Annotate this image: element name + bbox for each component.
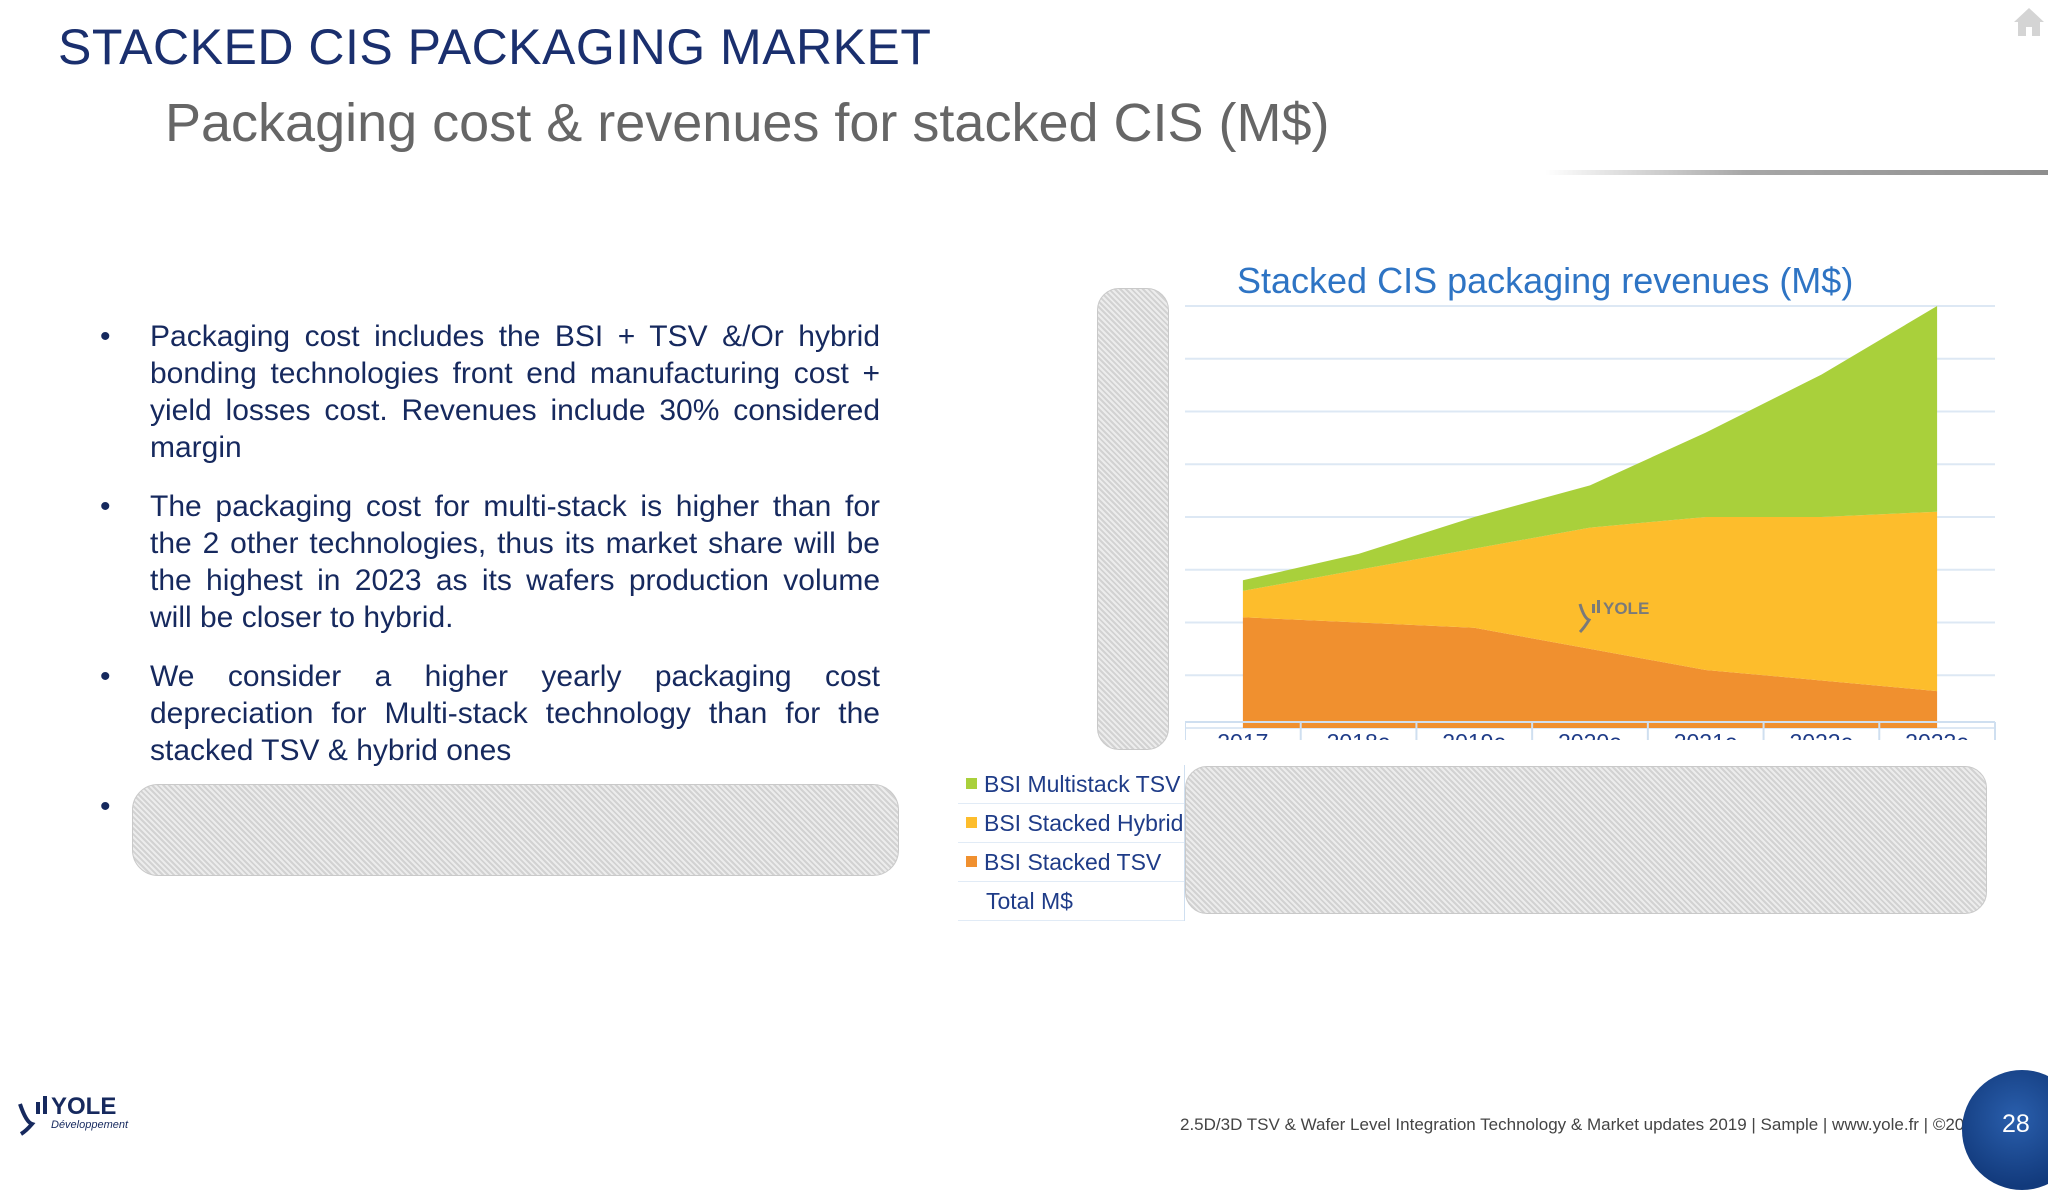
slide-subtitle: Packaging cost & revenues for stacked CI…	[165, 93, 1330, 153]
category-tick-label: 2023e	[1905, 729, 1969, 740]
category-tick-label: 2022e	[1789, 729, 1853, 740]
yole-logo: YOLE Développement	[18, 1093, 129, 1136]
category-tick-label: 2017	[1217, 729, 1268, 740]
chart-areas	[1242, 306, 1938, 728]
redacted-text-block	[132, 784, 899, 876]
legend-swatch	[966, 856, 977, 868]
area-series-bsi-multistack-tsv	[1242, 306, 1938, 591]
page-number: 28	[2002, 1110, 2030, 1138]
category-axis: 2017 2018e 2019e 2020e 2021e 2022e 2023e	[1185, 721, 1996, 740]
legend-row-hybrid: BSI Stacked Hybrid	[958, 804, 1184, 843]
bullet-marker: •	[100, 790, 111, 823]
slide-title: STACKED CIS PACKAGING MARKET	[58, 19, 932, 75]
category-tick-label: 2020e	[1558, 729, 1622, 740]
category-tick-label: 2021e	[1674, 729, 1738, 740]
legend-label: BSI Stacked TSV	[984, 849, 1162, 875]
chart-legend-table: BSI Multistack TSV BSI Stacked Hybrid BS…	[958, 765, 1185, 921]
bullet-marker: •	[100, 490, 111, 523]
bullet-item: • Packaging cost includes the BSI + TSV &…	[100, 318, 880, 466]
redacted-table-values	[1185, 766, 1987, 914]
bullet-item: • The packaging cost for multi-stack is h…	[100, 488, 880, 636]
watermark-text: YOLE	[1603, 599, 1649, 618]
yole-watermark-logo: YOLE	[1578, 599, 1649, 634]
area-series-bsi-stacked-tsv	[1242, 617, 1938, 728]
footer-text: 2.5D/3D TSV & Wafer Level Integration Te…	[1180, 1115, 1984, 1134]
category-tick-label: 2018e	[1327, 729, 1391, 740]
legend-row-total: Total M$	[958, 882, 1184, 921]
bullet-item: • We consider a higher yearly packaging c…	[100, 658, 880, 769]
legend-row-multistack: BSI Multistack TSV	[958, 765, 1184, 804]
legend-row-stacked-tsv: BSI Stacked TSV	[958, 843, 1184, 882]
bullet-list: • Packaging cost includes the BSI + TSV &…	[100, 318, 880, 791]
bullet-marker: •	[100, 320, 111, 353]
revenue-area-chart: 2017 2018e 2019e 2020e 2021e 2022e 2023e	[1185, 305, 1996, 740]
legend-label: Total M$	[986, 888, 1073, 914]
legend-swatch	[966, 817, 977, 829]
bullet-marker: •	[100, 660, 111, 693]
title-divider	[1545, 170, 2048, 175]
logo-subtext: Développement	[51, 1119, 129, 1131]
category-tick-label: 2019e	[1442, 729, 1506, 740]
chart-title: Stacked CIS packaging revenues (M$)	[1237, 260, 1854, 301]
bullet-text: We consider a higher yearly packaging co…	[150, 660, 880, 767]
bullet-text: The packaging cost for multi-stack is hi…	[150, 490, 880, 634]
legend-label: BSI Multistack TSV	[984, 771, 1181, 797]
legend-label: BSI Stacked Hybrid	[984, 810, 1184, 836]
legend-swatch	[966, 778, 977, 790]
home-icon[interactable]	[2012, 6, 2046, 38]
area-series-bsi-stacked-hybrid	[1242, 511, 1938, 692]
bullet-text: Packaging cost includes the BSI + TSV &/…	[150, 320, 880, 464]
redacted-axis-labels	[1097, 288, 1169, 750]
logo-text: YOLE	[51, 1093, 116, 1120]
